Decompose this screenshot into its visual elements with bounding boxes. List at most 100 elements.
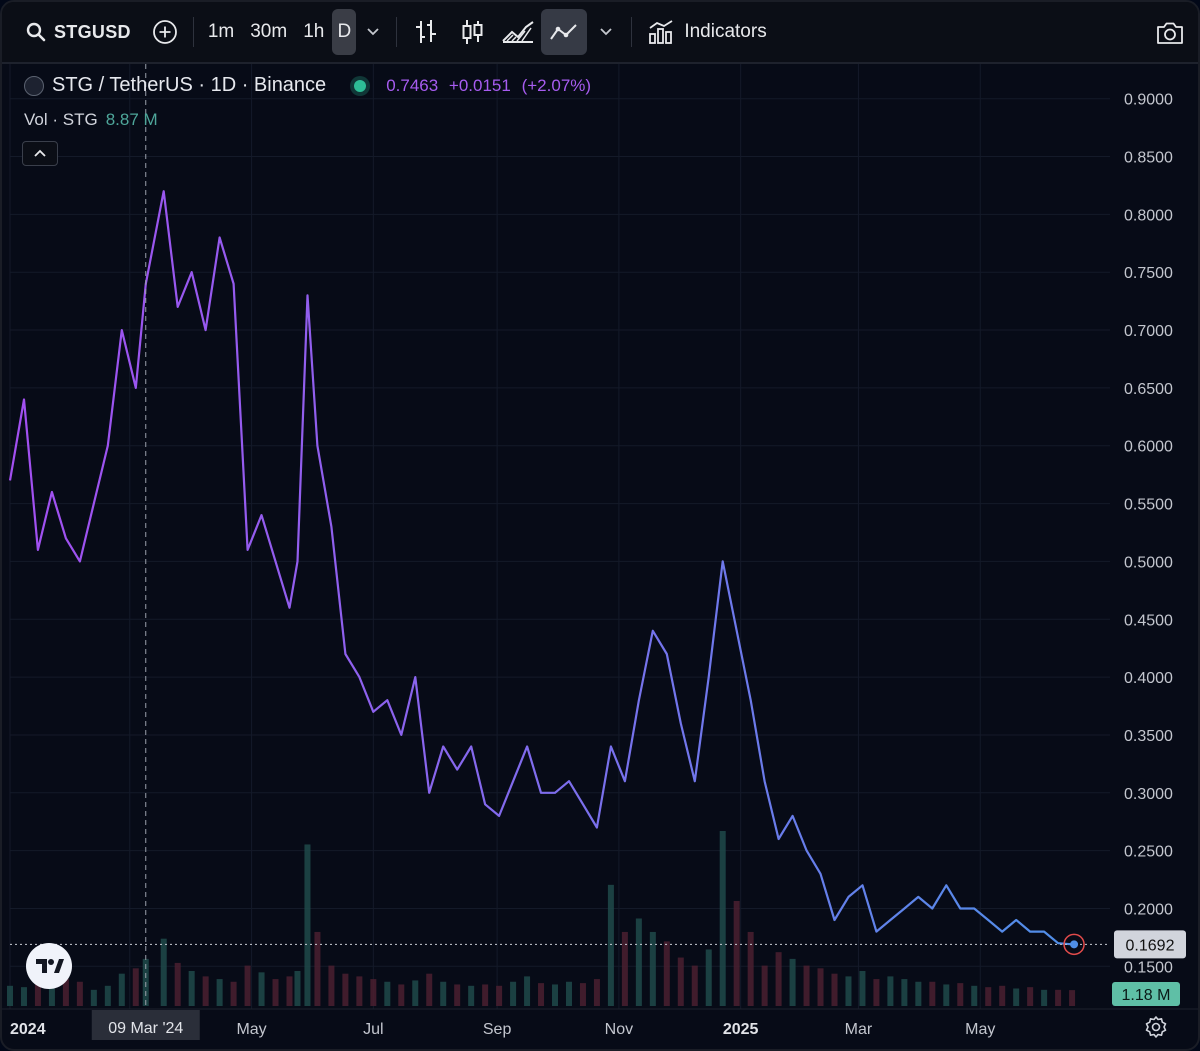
volume-bar — [160, 938, 167, 1006]
time-tick-label: May — [965, 1021, 995, 1038]
volume-bar — [188, 971, 195, 1006]
compare-button[interactable] — [143, 9, 187, 55]
price-tick-label: 0.5500 — [1124, 497, 1173, 514]
last-point-marker — [1070, 940, 1079, 949]
volume-bar — [733, 901, 740, 1006]
volume-bar — [957, 983, 964, 1006]
volume-bar — [20, 987, 27, 1006]
volume-bar — [1041, 989, 1048, 1006]
chevron-down-icon — [367, 28, 379, 36]
price-tick-label: 0.4500 — [1124, 612, 1173, 629]
volume-bar — [943, 984, 950, 1006]
volume-bar — [258, 972, 265, 1006]
toolbar-divider — [192, 17, 194, 47]
volume-bar — [565, 981, 572, 1006]
snapshot-button[interactable] — [1150, 10, 1190, 56]
area-chart-button[interactable] — [495, 9, 541, 55]
volume-bar — [887, 976, 894, 1006]
tradingview-logo[interactable] — [26, 943, 72, 989]
timeframe-dropdown[interactable] — [356, 9, 390, 55]
volume-bar — [34, 984, 41, 1006]
time-tick-label: Nov — [605, 1021, 633, 1038]
volume-bar — [1069, 990, 1076, 1006]
timeframe-d[interactable]: D — [332, 9, 357, 55]
volume-bar — [1027, 987, 1034, 1006]
volume-bar — [76, 981, 83, 1006]
collapse-legend-button[interactable] — [22, 141, 58, 166]
price-tick-label: 0.3500 — [1124, 728, 1173, 745]
time-axis[interactable]: 2024 May Jul Sep Nov 2025 Mar May — [2, 1008, 1200, 1038]
volume-bar — [817, 968, 824, 1006]
chart-type-dropdown[interactable] — [587, 9, 625, 55]
legend-change-pct: (+2.07%) — [521, 75, 592, 95]
volume-bar — [294, 971, 301, 1006]
volume-bar — [859, 971, 866, 1006]
line-chart-button[interactable] — [541, 9, 588, 55]
camera-icon — [1157, 22, 1183, 44]
volume-bar — [985, 987, 992, 1006]
price-tick-label: 0.7000 — [1124, 323, 1173, 340]
top-toolbar: STGUSD 1m 30m 1h D Indicato — [2, 2, 1198, 64]
volume-bar — [118, 973, 125, 1006]
volume-bar — [649, 931, 656, 1006]
price-tick-label: 0.8500 — [1124, 150, 1173, 167]
bars-chart-button[interactable] — [403, 9, 449, 55]
time-tick-label: May — [236, 1021, 266, 1038]
volume-bar — [132, 968, 139, 1006]
volume-bar — [482, 984, 489, 1006]
volume-bar — [607, 884, 614, 1006]
last-price-label: 0.1692 — [1126, 937, 1175, 954]
price-line — [8, 190, 1073, 946]
volume-bar — [384, 981, 391, 1006]
price-tick-label: 0.9000 — [1124, 92, 1173, 109]
timeframe-1m[interactable]: 1m — [207, 21, 235, 42]
volume-bar — [314, 931, 321, 1006]
price-axis[interactable]: 0.9000 0.8500 0.8000 0.7500 0.7000 0.6500 0.60… — [1124, 92, 1173, 977]
market-status-dot — [354, 79, 367, 92]
price-tick-label: 0.4000 — [1124, 670, 1173, 687]
volume-bar — [510, 981, 517, 1006]
volume-bar — [621, 931, 628, 1006]
chart-settings-button[interactable] — [1144, 1015, 1168, 1044]
volume-bar — [971, 985, 978, 1006]
time-tick-label: Mar — [845, 1021, 873, 1038]
crosshair-date-label: 09 Mar '24 — [108, 1020, 183, 1037]
volume-bar — [230, 981, 237, 1006]
chevron-down-icon — [600, 28, 612, 36]
price-chart[interactable]: 0.9000 0.8500 0.8000 0.7500 0.7000 0.6500 0.60… — [2, 64, 1200, 1051]
price-tick-label: 0.6500 — [1124, 381, 1173, 398]
volume-legend[interactable]: Vol · STG 8.87 M — [24, 110, 158, 130]
volume-bar — [398, 984, 405, 1006]
volume-bar — [62, 979, 69, 1006]
legend-values: 0.7463 +0.0151 (+2.07%) — [386, 76, 597, 96]
legend-title: STG / TetherUS · 1D · Binance — [52, 74, 327, 96]
volume-bar — [999, 985, 1006, 1006]
volume-bar — [705, 949, 712, 1006]
volume-bar — [663, 941, 670, 1006]
volume-bar — [304, 844, 311, 1006]
symbol-search-button[interactable]: STGUSD — [2, 9, 143, 55]
toolbar-divider — [396, 17, 398, 47]
legend-last-price: 0.7463 — [386, 75, 439, 95]
volume-bar — [202, 976, 209, 1006]
volume-bars — [7, 831, 1076, 1006]
search-icon — [26, 22, 46, 42]
volume-bar — [552, 984, 559, 1006]
volume-bar — [342, 973, 349, 1006]
time-tick-label: 2025 — [723, 1021, 759, 1038]
volume-bar — [1055, 989, 1062, 1006]
price-line-series — [8, 190, 1073, 946]
volume-bar — [328, 965, 335, 1006]
timeframe-1h[interactable]: 1h — [303, 21, 325, 42]
series-legend[interactable]: STG / TetherUS · 1D · Binance 0.7463 +0.… — [24, 74, 597, 97]
timeframe-30m[interactable]: 30m — [250, 21, 288, 42]
candles-chart-button[interactable] — [449, 9, 495, 55]
volume-bar — [104, 985, 111, 1006]
volume-bar — [244, 965, 251, 1006]
indicators-button[interactable]: Indicators — [638, 9, 776, 55]
indicators-icon — [649, 20, 673, 44]
chart-grid — [9, 64, 1110, 1009]
volume-bar — [272, 979, 279, 1006]
last-point-highlight — [1063, 933, 1085, 956]
volume-bar — [901, 979, 908, 1006]
